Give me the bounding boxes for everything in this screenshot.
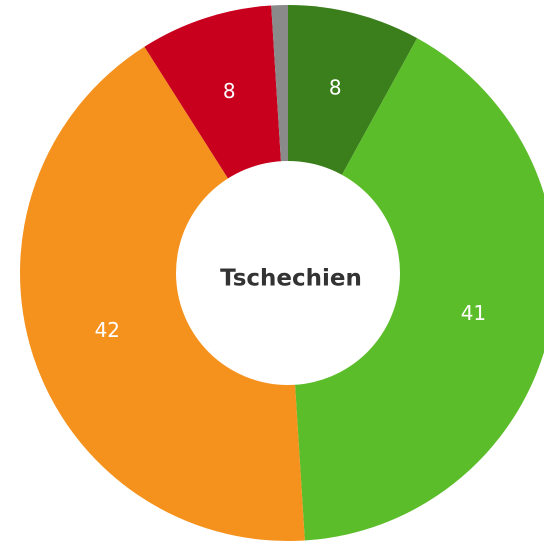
donut-hole: [176, 161, 400, 385]
slice: [288, 38, 544, 541]
data-label: 8: [329, 75, 342, 99]
slice: [19, 46, 305, 542]
data-label: 42: [95, 318, 120, 342]
data-label: 41: [461, 301, 486, 325]
chart-title: Tschechien: [220, 266, 362, 292]
data-label: 8: [223, 79, 236, 103]
